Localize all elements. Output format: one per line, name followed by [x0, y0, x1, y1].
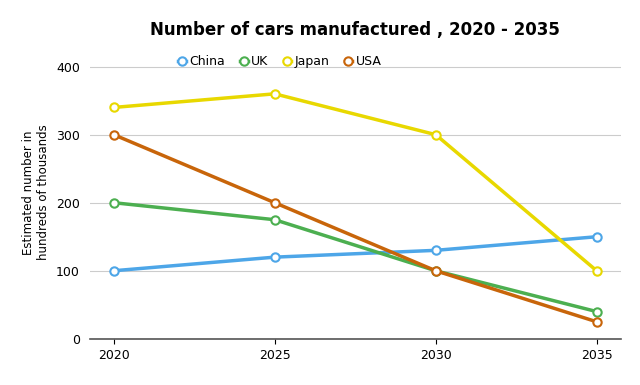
- UK: [593, 309, 600, 314]
- Line: China: China: [109, 233, 601, 275]
- Japan: [110, 105, 118, 110]
- China: [271, 255, 278, 259]
- China: [432, 248, 440, 253]
- Japan: [593, 268, 600, 273]
- Line: USA: USA: [109, 131, 601, 326]
- China: [593, 234, 600, 239]
- Title: Number of cars manufactured , 2020 - 2035: Number of cars manufactured , 2020 - 203…: [150, 21, 560, 39]
- Line: UK: UK: [109, 199, 601, 316]
- USA: [593, 320, 600, 324]
- Line: Japan: Japan: [109, 90, 601, 275]
- UK: [432, 268, 440, 273]
- USA: [110, 132, 118, 137]
- UK: [271, 218, 278, 222]
- UK: [110, 201, 118, 205]
- USA: [432, 268, 440, 273]
- Japan: [271, 92, 278, 96]
- Legend: China, UK, Japan, USA: China, UK, Japan, USA: [175, 52, 384, 70]
- Japan: [432, 132, 440, 137]
- Y-axis label: Estimated number in
hundreds of thousands: Estimated number in hundreds of thousand…: [22, 125, 51, 260]
- USA: [271, 201, 278, 205]
- China: [110, 268, 118, 273]
